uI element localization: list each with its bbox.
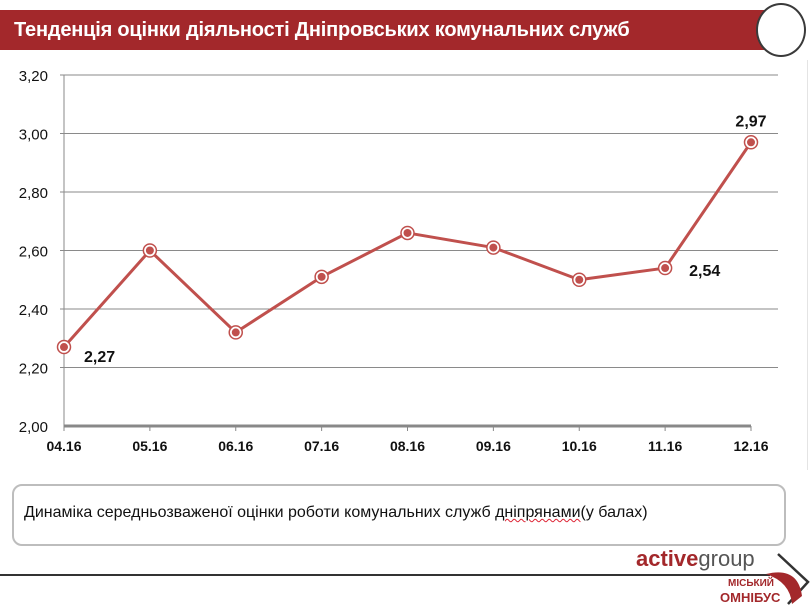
- data-label: 2,54: [689, 263, 720, 280]
- data-label: 2,97: [735, 113, 766, 130]
- divider: [807, 60, 808, 470]
- x-tick-label: 05.16: [132, 438, 167, 454]
- data-label: 2,27: [84, 349, 115, 366]
- y-tick-label: 2,20: [19, 361, 48, 378]
- x-tick-label: 10.16: [562, 438, 597, 454]
- y-tick-label: 3,20: [19, 68, 48, 85]
- brand-rest: group: [698, 546, 755, 571]
- line-chart: 2,002,202,402,602,803,003,20 04.16 05.16 0…: [19, 68, 778, 454]
- caption-units: (у балах): [580, 504, 648, 521]
- title-bar: Тенденція оцінки діяльності Дніпровських…: [0, 10, 770, 50]
- x-tick-label: 12.16: [733, 438, 768, 454]
- y-tick-label: 2,40: [19, 302, 48, 319]
- brand-bold: active: [636, 546, 699, 571]
- x-tick-label: 07.16: [304, 438, 339, 454]
- brand-activegroup: activegroup: [636, 546, 755, 572]
- x-tick-label: 09.16: [476, 438, 511, 454]
- data-point-markers: [56, 135, 759, 355]
- x-tick-label: 11.16: [648, 438, 682, 454]
- data-labels: 2,27 2,54 2,97: [84, 113, 767, 366]
- x-tick-label: 06.16: [218, 438, 253, 454]
- chart-gridlines: [60, 74, 778, 428]
- footer-divider: [0, 574, 770, 576]
- caption-text: Динаміка середньозваженої оцінки роботи …: [24, 504, 496, 521]
- chart-caption-box: Динаміка середньозваженої оцінки роботи …: [12, 484, 786, 546]
- svg-text:МІСЬКИЙ: МІСЬКИЙ: [728, 576, 774, 589]
- y-tick-label: 2,00: [19, 419, 48, 436]
- page-title: Тенденція оцінки діяльності Дніпровських…: [14, 19, 630, 41]
- x-tick-label: 08.16: [390, 438, 425, 454]
- series-line: [62, 141, 753, 349]
- caption-spellcheck-word: дніпрянами: [495, 504, 581, 521]
- title-circle-decoration: [756, 3, 806, 57]
- svg-text:ОМНІБУС: ОМНІБУС: [720, 590, 781, 605]
- y-tick-label: 2,60: [19, 244, 48, 261]
- chart-caption: Динаміка середньозваженої оцінки роботи …: [24, 504, 648, 522]
- y-tick-label: 3,00: [19, 127, 48, 144]
- y-axis-ticks: 2,00 2,20 2,40 2,60 2,80 3,00 3,20: [19, 68, 48, 436]
- x-tick-label: 04.16: [46, 438, 81, 454]
- omnibus-logo-icon: МІСЬКИЙ ОМНІБУС: [720, 553, 810, 605]
- x-axis-ticks: 04.16 05.16 06.16 07.16 08.16 09.16 10.16 11.16…: [46, 426, 769, 454]
- y-tick-label: 2,80: [19, 185, 48, 202]
